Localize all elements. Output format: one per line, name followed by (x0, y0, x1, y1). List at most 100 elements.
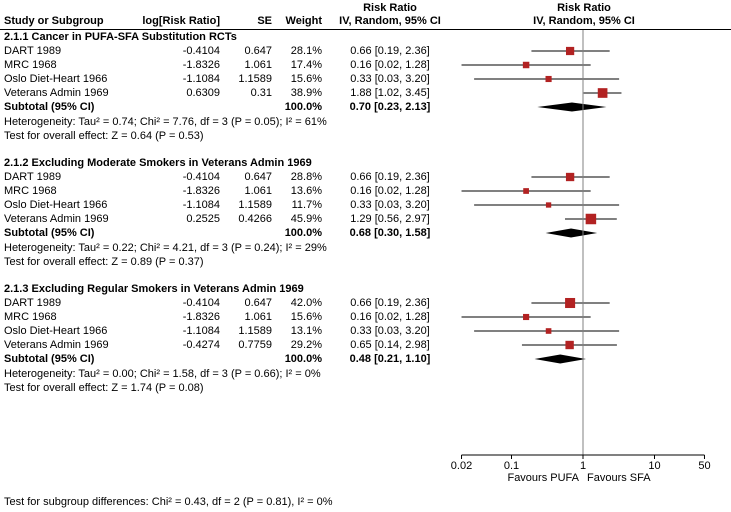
study-name: MRC 1968 (4, 311, 57, 323)
study-se: 0.647 (244, 45, 272, 57)
subgroup-title: 2.1.2 Excluding Moderate Smokers in Vete… (4, 157, 312, 169)
study-weight: 13.1% (290, 325, 322, 337)
subtotal-ci-text: 0.48 [0.21, 1.10] (349, 353, 431, 365)
study-weight: 28.1% (290, 45, 322, 57)
header-separator-line (0, 29, 731, 30)
risk-ratio-text-column-title: Risk Ratio (363, 2, 417, 14)
effect-square (523, 188, 529, 194)
study-log-risk-ratio: 0.6309 (186, 87, 220, 99)
risk-ratio-plot-column-title: Risk Ratio (557, 2, 611, 14)
study-se: 1.1589 (238, 73, 272, 85)
study-name: DART 1989 (4, 171, 62, 183)
subtotal-diamond (534, 354, 586, 364)
study-ci-text: 1.29 [0.56, 2.97] (350, 213, 430, 225)
study-ci-text: 0.33 [0.03, 3.20] (350, 73, 430, 85)
study-log-risk-ratio: -1.8326 (182, 59, 220, 71)
study-se: 0.647 (244, 297, 272, 309)
axis-tick-label: 0.1 (503, 460, 520, 472)
study-ci-text: 0.66 [0.19, 2.36] (350, 171, 430, 183)
effect-square (585, 213, 597, 225)
subtotal-weight: 100.0% (284, 227, 322, 239)
effect-square (522, 61, 530, 69)
study-ci-text: 0.16 [0.02, 1.28] (350, 185, 430, 197)
study-ci-text: 0.66 [0.19, 2.36] (350, 297, 430, 309)
axis-tick-label: 0.02 (450, 460, 473, 472)
subtotal-label: Subtotal (95% CI) (4, 353, 95, 365)
study-se: 0.4266 (238, 213, 272, 225)
study-name: MRC 1968 (4, 185, 57, 197)
effect-square (523, 313, 530, 321)
study-ci-text: 0.16 [0.02, 1.28] (350, 311, 430, 323)
subtotal-diamond (545, 228, 598, 238)
effect-square (565, 46, 575, 56)
axis-tick-label: 1 (579, 460, 587, 472)
effect-square (545, 75, 552, 83)
study-log-risk-ratio: -1.8326 (182, 185, 220, 197)
effect-square (565, 340, 574, 350)
favours-right-label: Favours SFA (587, 472, 651, 484)
study-name: Veterans Admin 1969 (4, 213, 109, 225)
subtotal-label: Subtotal (95% CI) (4, 101, 95, 113)
study-ci-text: 0.33 [0.03, 3.20] (350, 199, 430, 211)
study-log-risk-ratio: -0.4104 (182, 297, 220, 309)
study-log-risk-ratio: -0.4104 (182, 171, 220, 183)
subgroup-title: 2.1.3 Excluding Regular Smokers in Veter… (4, 283, 304, 295)
study-se: 1.1589 (238, 325, 272, 337)
effect-square (545, 328, 552, 334)
study-name: MRC 1968 (4, 59, 57, 71)
subtotal-weight: 100.0% (284, 101, 322, 113)
heterogeneity-text: Heterogeneity: Tau² = 0.22; Chi² = 4.21,… (4, 242, 327, 254)
subgroup-differences-text: Test for subgroup differences: Chi² = 0.… (4, 496, 333, 508)
subtotal-weight: 100.0% (284, 353, 322, 365)
study-weight: 13.6% (290, 185, 322, 197)
study-log-risk-ratio: -1.8326 (182, 311, 220, 323)
study-se: 1.061 (244, 59, 272, 71)
study-log-risk-ratio: -1.1084 (182, 73, 220, 85)
study-weight: 42.0% (290, 297, 322, 309)
column-header-ci-plot: IV, Random, 95% CI (533, 15, 635, 27)
study-ci-text: 0.65 [0.14, 2.98] (350, 339, 430, 351)
study-log-risk-ratio: 0.2525 (186, 213, 220, 225)
study-ci-text: 0.33 [0.03, 3.20] (350, 325, 430, 337)
heterogeneity-text: Heterogeneity: Tau² = 0.74; Chi² = 7.76,… (4, 116, 327, 128)
heterogeneity-text: Heterogeneity: Tau² = 0.00; Chi² = 1.58,… (4, 368, 321, 380)
study-weight: 45.9% (290, 213, 322, 225)
study-name: DART 1989 (4, 45, 62, 57)
study-log-risk-ratio: -1.1084 (182, 325, 220, 337)
effect-square (565, 297, 576, 309)
effect-square (545, 202, 552, 208)
study-weight: 28.8% (290, 171, 322, 183)
study-name: Oslo Diet-Heart 1966 (4, 73, 108, 85)
study-log-risk-ratio: -1.1084 (182, 199, 220, 211)
study-weight: 29.2% (290, 339, 322, 351)
axis-tick-label: 10 (648, 460, 661, 472)
study-se: 1.061 (244, 185, 272, 197)
study-se: 0.31 (250, 87, 272, 99)
study-name: Oslo Diet-Heart 1966 (4, 325, 108, 337)
study-weight: 17.4% (290, 59, 322, 71)
study-weight: 11.7% (291, 199, 322, 211)
study-ci-text: 0.16 [0.02, 1.28] (350, 59, 430, 71)
overall-effect-text: Test for overall effect: Z = 0.89 (P = 0… (4, 256, 204, 268)
study-weight: 15.6% (290, 311, 322, 323)
subgroup-title: 2.1.1 Cancer in PUFA-SFA Substitution RC… (4, 31, 237, 43)
study-name: Veterans Admin 1969 (4, 87, 109, 99)
study-log-risk-ratio: -0.4104 (182, 45, 220, 57)
effect-square (565, 172, 575, 182)
overall-effect-text: Test for overall effect: Z = 0.64 (P = 0… (4, 130, 204, 142)
column-header-study: Study or Subgroup (4, 15, 104, 27)
axis-tick-label: 50 (698, 460, 711, 472)
study-ci-text: 0.66 [0.19, 2.36] (350, 45, 430, 57)
study-weight: 15.6% (290, 73, 322, 85)
study-se: 1.1589 (238, 199, 272, 211)
column-header-log-risk-ratio: log[Risk Ratio] (142, 15, 220, 27)
subtotal-ci-text: 0.70 [0.23, 2.13] (349, 101, 431, 113)
study-name: Oslo Diet-Heart 1966 (4, 199, 108, 211)
column-header-ci-text: IV, Random, 95% CI (339, 15, 441, 27)
subtotal-diamond (537, 102, 607, 112)
column-header-weight: Weight (285, 15, 322, 27)
column-header-se: SE (257, 15, 272, 27)
subtotal-label: Subtotal (95% CI) (4, 227, 95, 239)
study-name: Veterans Admin 1969 (4, 339, 109, 351)
